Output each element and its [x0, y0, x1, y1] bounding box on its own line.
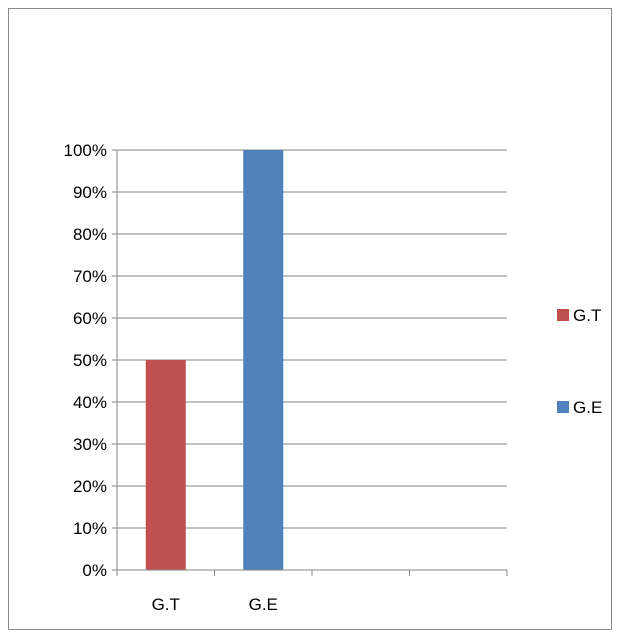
y-tick-labels: 0% 10% 20% 30% 40% 50% 60% 70% 80% 90% 100%: [64, 141, 107, 580]
y-tick-label: 100%: [64, 141, 107, 160]
legend-label: G.E: [573, 398, 602, 417]
y-tick-label: 20%: [73, 477, 107, 496]
legend-label: G.T: [573, 306, 601, 325]
y-tick-label: 0%: [82, 561, 107, 580]
y-tick-label: 50%: [73, 351, 107, 370]
y-tick-label: 10%: [73, 519, 107, 538]
bar-g-e: [243, 150, 284, 570]
y-tick-label: 80%: [73, 225, 107, 244]
legend-swatch: [557, 309, 569, 321]
x-tick-labels: G.T G.E: [152, 595, 278, 614]
axes: [112, 149, 508, 576]
y-tick-label: 30%: [73, 435, 107, 454]
y-tick-label: 70%: [73, 267, 107, 286]
legend-swatch: [557, 401, 569, 413]
legend: G.T G.E: [557, 306, 602, 417]
x-tick-label: G.E: [249, 595, 278, 614]
bar-g-t: [145, 360, 186, 570]
y-tick-label: 60%: [73, 309, 107, 328]
y-tick-label: 90%: [73, 183, 107, 202]
y-tick-label: 40%: [73, 393, 107, 412]
x-tick-label: G.T: [152, 595, 180, 614]
chart-frame: [8, 8, 612, 630]
bars: [145, 150, 284, 570]
